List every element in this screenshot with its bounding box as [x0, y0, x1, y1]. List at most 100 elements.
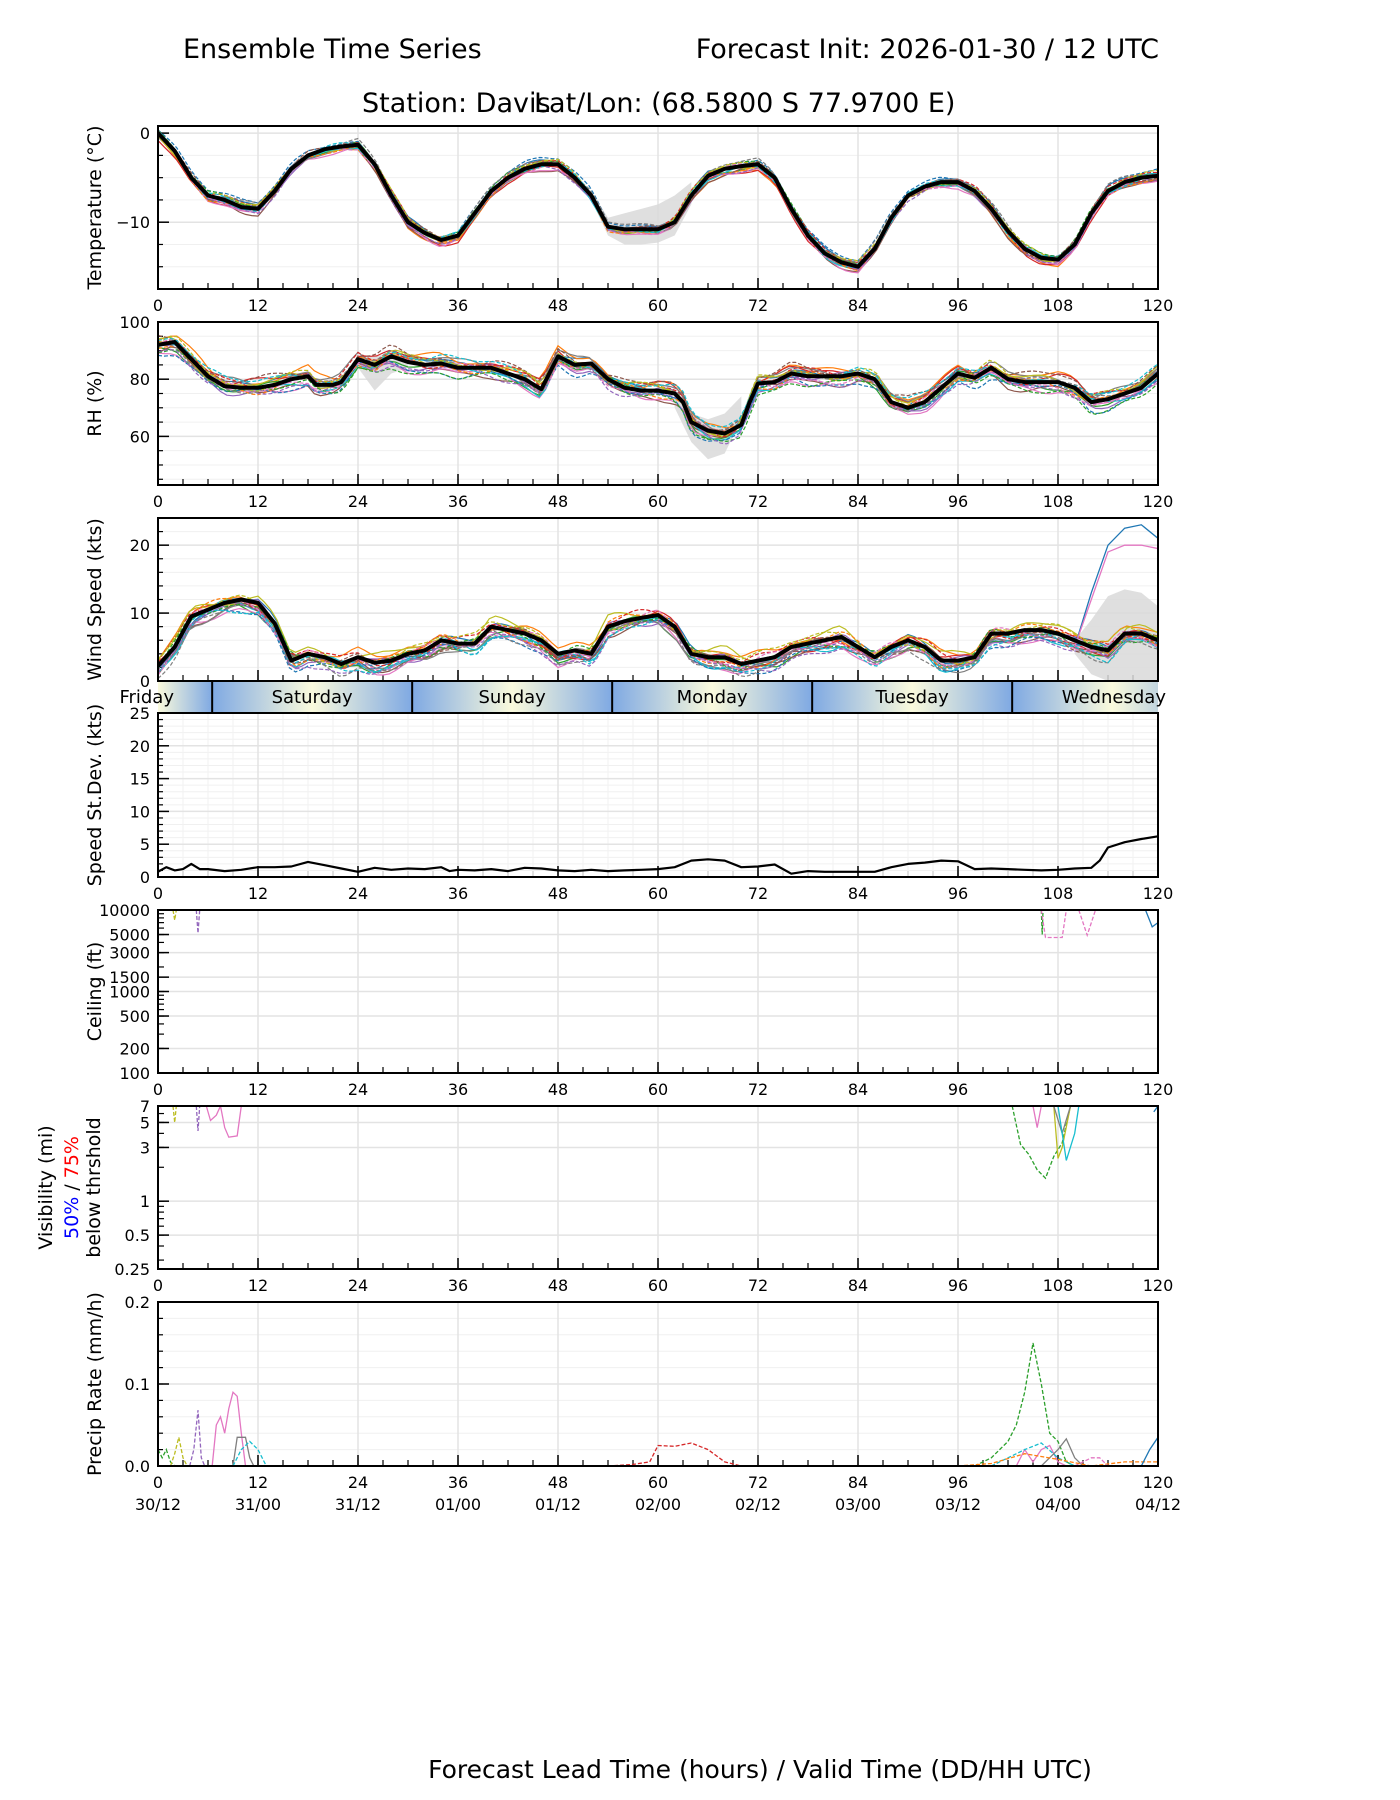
x-tick-label: 108 — [1043, 1276, 1074, 1295]
x-tick-label: 12 — [248, 296, 268, 315]
day-segment — [212, 682, 413, 712]
valid-time-label: 30/12 — [135, 1495, 181, 1514]
x-tick-label: 60 — [648, 1473, 668, 1492]
y-axis-label-line3: below thrshold — [83, 1117, 105, 1257]
y-tick-label: 1500 — [109, 968, 150, 987]
valid-time-label: 02/00 — [635, 1495, 681, 1514]
ensemble-member-line — [211, 1390, 247, 1466]
x-tick-label: 72 — [748, 1276, 768, 1295]
y-tick-label: −10 — [116, 213, 150, 232]
x-tick-label: 24 — [348, 1473, 368, 1492]
panel-wind: 0 10 20 Wind Speed (kts) — [84, 517, 1159, 691]
title-station: Station: Davis — [362, 88, 551, 119]
panel-precip: 0.0 0.1 0.2 0 12 24 36 48 60 72 84 96 108 120 30/12 31/… — [84, 1292, 1181, 1514]
valid-time-label: 01/00 — [435, 1495, 481, 1514]
y-tick-label: 200 — [119, 1039, 150, 1058]
x-tick-label: 108 — [1043, 1080, 1074, 1099]
valid-time-label: 04/12 — [1135, 1495, 1181, 1514]
x-tick-label: 36 — [448, 1080, 468, 1099]
x-tick-label: 12 — [248, 1080, 268, 1099]
x-tick-label: 108 — [1043, 296, 1074, 315]
day-label-tuesday: Tuesday — [875, 687, 950, 708]
y-axis-label: RH (%) — [84, 370, 106, 436]
ensemble-member-line — [169, 1437, 192, 1466]
x-tick-label: 24 — [348, 492, 368, 511]
plot-area-stdev — [158, 835, 1158, 875]
y-tick-label: 100 — [119, 1064, 150, 1083]
y-tick-label: 5000 — [109, 926, 150, 945]
x-tick-label: 96 — [948, 1080, 968, 1099]
ensemble-member-line — [1040, 910, 1044, 935]
ensemble-member-line — [1140, 1436, 1158, 1466]
x-tick-label: 60 — [648, 296, 668, 315]
day-band: Friday Saturday Sunday Monday Tuesday Wednesd… — [119, 682, 1166, 712]
x-tick-label: 60 — [648, 492, 668, 511]
x-tick-label: 0 — [153, 492, 163, 511]
x-tick-label: 0 — [153, 884, 163, 903]
x-tick-label: 12 — [248, 1473, 268, 1492]
valid-time-label: 31/12 — [335, 1495, 381, 1514]
y-tick-label: 80 — [130, 370, 150, 389]
ensemble-member-line — [158, 340, 1158, 436]
y-tick-label: 0 — [140, 868, 150, 887]
x-tick-label: 96 — [948, 296, 968, 315]
ensemble-member-line — [158, 602, 1158, 676]
valid-time-label: 04/00 — [1035, 1495, 1081, 1514]
x-tick-label: 96 — [948, 1473, 968, 1492]
y-tick-label: 20 — [130, 536, 150, 555]
x-tick-label: 0 — [153, 1473, 163, 1492]
ensemble-mean-line — [158, 131, 1158, 269]
x-tick-label: 0 — [153, 1080, 163, 1099]
y-tick-label: 3000 — [109, 944, 150, 963]
day-label-friday: Friday — [119, 687, 174, 708]
x-tick-label: 72 — [748, 1080, 768, 1099]
y-tick-label: 100 — [119, 313, 150, 332]
x-tick-label: 84 — [848, 1080, 868, 1099]
x-tick-label: 72 — [748, 492, 768, 511]
y-tick-label: 0.2 — [125, 1293, 150, 1312]
valid-time-label: 03/12 — [935, 1495, 981, 1514]
x-tick-label: 48 — [548, 492, 568, 511]
ensemble-member-line — [1074, 524, 1158, 648]
x-tick-label: 12 — [248, 492, 268, 511]
axes-frame — [157, 1105, 1159, 1270]
x-tick-label: 108 — [1043, 1473, 1074, 1492]
ensemble-member-line — [1053, 1106, 1072, 1159]
x-tick-label: 120 — [1143, 1080, 1174, 1099]
ensemble-member-line — [1074, 1457, 1109, 1466]
axes-frame — [157, 712, 1159, 878]
x-tick-label: 96 — [948, 1276, 968, 1295]
x-tick-label: 48 — [548, 1473, 568, 1492]
separator: / — [61, 1178, 83, 1196]
x-tick-label: 84 — [848, 492, 868, 511]
panel-rh: 60 80 100 0 12 24 36 48 60 72 84 96 108 120 RH (%) — [84, 313, 1173, 511]
x-tick-label: 120 — [1143, 884, 1174, 903]
x-tick-label: 120 — [1143, 296, 1174, 315]
title-forecast-init: Forecast Init: 2026-01-30 / 12 UTC — [695, 34, 1159, 65]
x-tick-label: 12 — [248, 1276, 268, 1295]
axes-frame — [157, 1301, 1159, 1467]
x-tick-label: 24 — [348, 884, 368, 903]
day-segment — [412, 682, 613, 712]
x-tick-label: 72 — [748, 884, 768, 903]
ensemble-member-line — [1078, 910, 1097, 938]
x-tick-label: 72 — [748, 296, 768, 315]
y-tick-label: 10000 — [99, 901, 150, 920]
y-tick-label: 7 — [140, 1097, 150, 1116]
y-tick-label: 15 — [130, 770, 150, 789]
y-tick-label: 0.25 — [114, 1260, 150, 1279]
x-tick-label: 108 — [1043, 884, 1074, 903]
y-tick-label: 5 — [140, 1113, 150, 1132]
x-tick-label: 36 — [448, 1276, 468, 1295]
x-tick-label: 36 — [448, 884, 468, 903]
ensemble-member-line — [158, 130, 1158, 263]
y-tick-label: 60 — [130, 427, 150, 446]
ensemble-mean-line — [158, 340, 1158, 436]
x-tick-label: 120 — [1143, 1276, 1174, 1295]
day-segment — [812, 682, 1013, 712]
y-axis-label: Precip Rate (mm/h) — [84, 1292, 106, 1476]
ensemble-member-line — [195, 1106, 201, 1132]
title-latlon: Lat/Lon: (68.5800 S 77.9700 E) — [534, 88, 956, 119]
x-tick-label: 96 — [948, 492, 968, 511]
